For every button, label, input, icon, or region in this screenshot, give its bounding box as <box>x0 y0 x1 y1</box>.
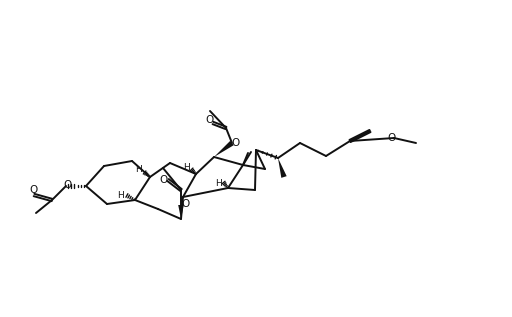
Text: O: O <box>232 138 240 148</box>
Text: H: H <box>183 163 189 171</box>
Polygon shape <box>214 141 233 157</box>
Text: H: H <box>118 191 124 200</box>
Text: H: H <box>136 165 142 174</box>
Text: O: O <box>205 115 213 125</box>
Text: O: O <box>181 199 189 209</box>
Polygon shape <box>178 205 184 219</box>
Text: O: O <box>160 175 168 185</box>
Text: H: H <box>215 178 221 187</box>
Text: O: O <box>64 180 72 190</box>
Text: O: O <box>387 133 395 143</box>
Text: O: O <box>30 185 38 195</box>
Polygon shape <box>278 158 287 178</box>
